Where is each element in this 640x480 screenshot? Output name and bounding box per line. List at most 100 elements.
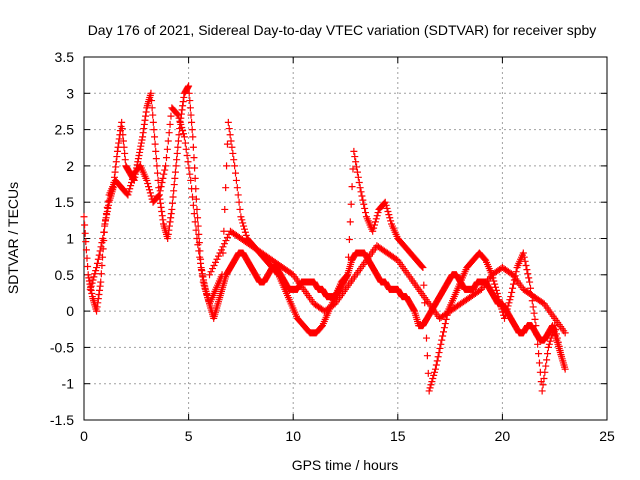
data-point xyxy=(148,104,156,112)
data-point xyxy=(381,198,389,206)
data-point xyxy=(81,229,89,237)
data-point xyxy=(422,334,430,342)
data-point xyxy=(157,183,165,191)
data-point xyxy=(207,268,215,276)
data-point xyxy=(168,205,176,213)
y-axis-label: SDTVAR / TECUs xyxy=(5,182,21,294)
data-point xyxy=(350,147,358,155)
data-point xyxy=(556,347,564,355)
data-point xyxy=(92,267,100,275)
data-point xyxy=(91,270,99,278)
data-point xyxy=(538,387,546,395)
data-point xyxy=(552,330,560,338)
data-point xyxy=(97,243,105,251)
data-point xyxy=(353,168,361,176)
data-point xyxy=(217,246,225,254)
data-point xyxy=(185,89,193,97)
data-point xyxy=(175,114,183,122)
data-point xyxy=(424,369,432,377)
data-point xyxy=(222,184,230,192)
data-point xyxy=(491,280,499,288)
data-point xyxy=(441,320,449,328)
data-point xyxy=(152,147,160,155)
data-point xyxy=(504,302,512,310)
data-point xyxy=(145,183,153,191)
data-point xyxy=(180,133,188,141)
data-point xyxy=(436,344,444,352)
data-point xyxy=(422,316,430,324)
data-point xyxy=(209,265,217,273)
data-point xyxy=(187,111,195,119)
data-point xyxy=(120,143,128,151)
data-point xyxy=(497,302,505,310)
data-point xyxy=(432,361,440,369)
data-point xyxy=(372,215,380,223)
data-point xyxy=(93,259,101,267)
data-point xyxy=(358,192,366,200)
data-point xyxy=(81,221,89,229)
data-point xyxy=(96,247,104,255)
y-tick-label: 2 xyxy=(66,158,74,174)
data-point xyxy=(214,252,222,260)
data-point xyxy=(355,178,363,186)
data-point xyxy=(190,154,198,162)
data-point xyxy=(370,224,378,232)
data-point xyxy=(230,156,238,164)
data-point xyxy=(167,112,175,120)
x-tick-label: 20 xyxy=(495,428,511,444)
data-point xyxy=(232,169,240,177)
data-point xyxy=(435,349,443,357)
data-point xyxy=(552,326,560,334)
x-tick-label: 25 xyxy=(599,428,615,444)
data-point xyxy=(180,130,188,138)
data-point xyxy=(188,118,196,126)
data-point xyxy=(189,201,197,209)
data-point xyxy=(546,337,554,345)
data-point xyxy=(544,350,552,358)
data-point xyxy=(201,284,209,292)
data-point xyxy=(128,175,136,183)
data-point xyxy=(118,118,126,126)
data-point xyxy=(144,180,152,188)
data-point xyxy=(150,126,158,134)
data-point xyxy=(220,240,228,248)
data-point xyxy=(519,249,527,257)
data-point xyxy=(495,296,503,304)
data-point xyxy=(370,221,378,229)
data-point xyxy=(88,279,96,287)
data-point xyxy=(83,254,91,262)
data-point xyxy=(521,257,529,265)
data-point xyxy=(128,178,136,186)
data-point xyxy=(493,289,501,297)
data-point xyxy=(162,154,170,162)
data-point xyxy=(225,125,233,133)
data-point xyxy=(529,303,537,311)
data-point xyxy=(158,178,166,186)
data-point xyxy=(210,261,218,269)
data-point xyxy=(374,209,382,217)
data-point xyxy=(101,222,109,230)
data-point xyxy=(524,270,532,278)
data-point xyxy=(362,209,370,217)
x-tick-labels: 0 5 10 15 20 25 xyxy=(80,428,615,444)
data-point xyxy=(434,353,442,361)
data-point xyxy=(121,156,129,164)
data-point xyxy=(425,387,433,395)
data-point xyxy=(419,264,427,272)
data-point xyxy=(387,217,395,225)
chart-title: Day 176 of 2021, Sidereal Day-to-day VTE… xyxy=(88,22,597,38)
data-point xyxy=(151,140,159,148)
data-point xyxy=(119,131,127,139)
data-point xyxy=(189,133,197,141)
x-tick-label: 15 xyxy=(390,428,406,444)
data-point xyxy=(554,338,562,346)
data-point xyxy=(534,340,542,348)
data-point xyxy=(236,205,244,213)
data-point xyxy=(476,286,484,294)
data-point xyxy=(531,315,539,323)
data-point xyxy=(347,200,355,208)
data-point xyxy=(496,299,504,307)
data-point xyxy=(348,183,356,191)
data-point xyxy=(194,214,202,222)
data-point xyxy=(431,365,439,373)
